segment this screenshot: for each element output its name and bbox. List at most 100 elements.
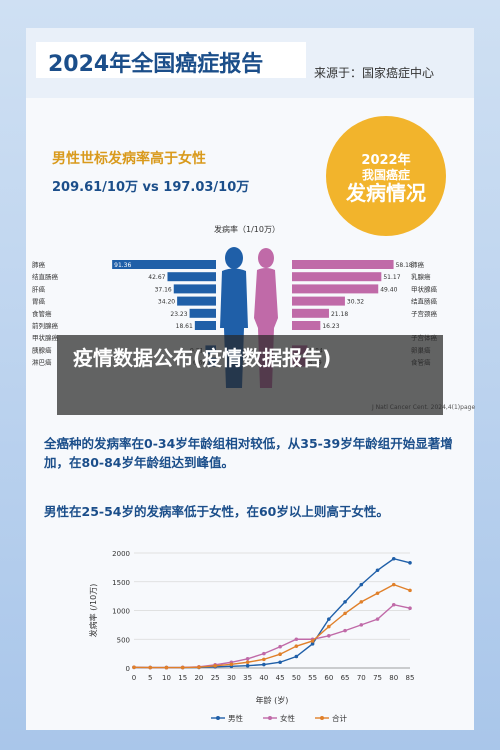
female-bar	[292, 272, 382, 282]
male-category-label: 食管癌	[32, 309, 52, 318]
female-category-label: 子宫颈癌	[411, 309, 438, 318]
paragraph-age: 全癌种的发病率在0-34岁年龄组相对较低，从35-39岁年龄组开始显著增加，在8…	[44, 436, 453, 470]
data-point	[262, 657, 266, 662]
x-tick-label: 45	[276, 674, 285, 682]
legend-label: 合计	[332, 713, 347, 723]
data-point	[294, 654, 299, 659]
male-bar	[167, 272, 216, 282]
data-point	[294, 637, 299, 642]
paragraph-gender: 男性在25-54岁的发病率低于女性，在60岁以上则高于女性。	[44, 504, 389, 519]
x-tick-label: 30	[227, 674, 236, 682]
male-head-icon	[225, 247, 243, 269]
male-bar	[194, 321, 216, 330]
male-category-label: 结直肠癌	[32, 272, 59, 281]
data-point	[180, 665, 185, 670]
female-value-label: 58.18	[396, 262, 413, 269]
female-category-label: 肺癌	[411, 260, 425, 269]
year-badge: 2022年 我国癌症 发病情况	[326, 116, 446, 236]
data-point	[359, 600, 364, 604]
data-point	[391, 556, 396, 561]
male-category-label: 肺癌	[32, 260, 46, 269]
male-value-label: 91.36	[114, 262, 131, 269]
data-point	[245, 657, 250, 661]
male-value-label: 37.16	[155, 286, 172, 293]
data-point	[343, 600, 347, 604]
x-tick-label: 70	[357, 674, 366, 682]
series-line	[133, 603, 411, 669]
male-category-label: 胃癌	[32, 297, 46, 306]
legend-label: 男性	[228, 713, 243, 723]
x-tick-label: 55	[308, 674, 317, 682]
data-point	[375, 568, 380, 573]
x-tick-label: 15	[178, 674, 187, 682]
legend-marker	[216, 716, 220, 720]
legend-marker	[320, 716, 324, 720]
overlay-title: 疫情数据公布(疫情数据报告)	[73, 346, 332, 370]
title-box	[36, 42, 306, 78]
series-line	[133, 583, 411, 669]
data-point	[375, 591, 380, 596]
x-tick-label: 50	[292, 674, 301, 682]
female-category-label: 结直肠癌	[411, 297, 438, 306]
data-point	[164, 665, 169, 670]
title-overlay: 疫情数据公布(疫情数据报告)	[57, 335, 443, 415]
male-bar	[189, 308, 216, 318]
x-tick-label: 20	[194, 674, 203, 682]
data-point	[375, 617, 380, 621]
female-bar	[292, 296, 345, 306]
source-text: 来源于：国家癌症中心	[314, 66, 435, 80]
female-bar	[292, 321, 321, 330]
data-point	[262, 651, 266, 656]
data-point	[408, 588, 412, 593]
y-tick-label: 0	[126, 665, 130, 673]
x-axis-label: 年龄 (岁)	[256, 695, 289, 705]
female-bar	[292, 308, 329, 318]
female-head-icon	[258, 248, 274, 268]
female-value-label: 16.23	[322, 323, 339, 330]
data-point	[391, 602, 396, 607]
data-point	[343, 611, 347, 616]
data-point	[408, 560, 412, 565]
x-tick-label: 75	[373, 674, 382, 682]
male-value-label: 34.20	[158, 299, 175, 306]
x-tick-label: 85	[406, 674, 415, 682]
data-point	[229, 662, 234, 667]
y-tick-label: 1500	[112, 579, 130, 587]
male-value-label: 18.61	[176, 323, 193, 330]
male-category-label: 前列腺癌	[32, 321, 59, 330]
headline-gender: 男性世标发病率高于女性	[52, 151, 206, 167]
female-category-label: 乳腺癌	[411, 272, 431, 281]
data-point	[327, 617, 331, 621]
female-value-label: 30.32	[347, 299, 364, 306]
male-value-label: 42.67	[148, 274, 165, 281]
data-point	[197, 665, 201, 669]
x-tick-label: 35	[243, 674, 252, 682]
legend-label: 女性	[280, 713, 295, 723]
data-point	[278, 660, 282, 665]
x-tick-label: 10	[162, 674, 171, 682]
y-tick-label: 500	[117, 636, 130, 644]
female-value-label: 21.18	[331, 311, 348, 318]
x-tick-label: 60	[324, 674, 333, 682]
data-point	[343, 628, 347, 633]
data-point	[327, 624, 331, 629]
header: 2024年全国癌症报告 来源于：国家癌症中心	[26, 28, 474, 98]
data-point	[408, 606, 412, 610]
male-bar	[177, 296, 216, 306]
male-bar	[112, 260, 216, 269]
x-tick-label: 0	[132, 674, 136, 682]
y-axis-label: 发病率 (/10万)	[88, 584, 98, 638]
male-category-label: 淋巴癌	[32, 358, 52, 367]
data-point	[310, 642, 315, 646]
badge-subtitle: 我国癌症	[361, 168, 410, 182]
y-tick-label: 1000	[112, 608, 130, 616]
page-title: 2024年全国癌症报告	[48, 52, 264, 77]
female-category-label: 甲状腺癌	[411, 284, 438, 293]
x-tick-label: 80	[389, 674, 398, 682]
data-point	[213, 664, 217, 668]
badge-year: 2022年	[361, 153, 411, 168]
male-category-label: 肝癌	[32, 284, 46, 293]
male-category-label: 甲状腺癌	[32, 333, 59, 342]
badge-title: 发病情况	[346, 181, 426, 205]
headline-rates: 209.61/10万 vs 197.03/10万	[52, 180, 250, 195]
